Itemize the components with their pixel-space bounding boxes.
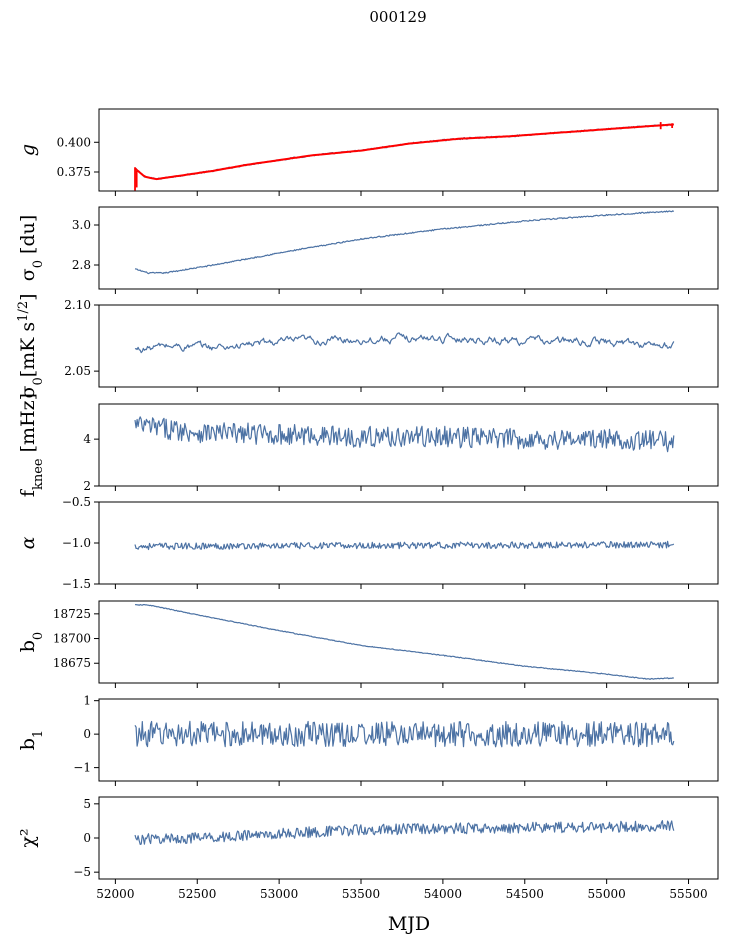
panel-6-ylabel: b1 xyxy=(17,730,46,750)
panel-5-ytick-label-0: 18675 xyxy=(53,656,91,670)
x-tick-label-4: 54000 xyxy=(424,887,462,901)
panel-6-frame xyxy=(98,698,719,782)
x-axis-label: MJD xyxy=(388,913,430,935)
panel-1-ytick-label-0: 2.8 xyxy=(72,258,91,272)
panel-0-ytick-label-0: 0.375 xyxy=(57,165,91,179)
panel-5-series-line xyxy=(134,603,674,681)
panel-1-frame xyxy=(98,206,719,290)
panel-4-series-line xyxy=(134,540,675,551)
panel-5-ylabel: b0 xyxy=(17,632,46,652)
panel-6: −1 0 1 b1 xyxy=(17,694,719,786)
panel-6-series-line xyxy=(134,720,675,748)
panel-0: 0.375 0.400 g xyxy=(17,108,719,196)
panels: 0.375 0.400 g 2.8 3.0 σ0 [du] 2.05 2.10 σ0[mK s1… xyxy=(16,108,719,901)
panel-4-ylabel: α xyxy=(17,536,39,549)
panel-5: 18675 18700 18725 b0 xyxy=(17,600,719,688)
panel-3-ylabel: fknee [mHz] xyxy=(17,393,46,497)
panel-4-ytick-label-2: −0.5 xyxy=(62,495,91,509)
panel-3-frame xyxy=(98,403,719,487)
figure-suptitle: 000129 xyxy=(369,8,426,26)
panel-2-series-line xyxy=(134,332,675,354)
panel-2: 2.05 2.10 σ0[mK s1/2] xyxy=(16,293,719,399)
panel-0-ytick-label-1: 0.400 xyxy=(57,135,91,149)
panel-4-frame xyxy=(98,501,719,585)
x-tick-label-3: 53500 xyxy=(342,887,380,901)
panel-0-ylabel: g xyxy=(17,144,39,156)
panel-5-ytick-label-1: 18700 xyxy=(53,632,91,646)
panel-2-ytick-label-1: 2.10 xyxy=(64,298,91,312)
panel-1-ytick-label-1: 3.0 xyxy=(72,218,91,232)
panel-3-series-line xyxy=(134,416,675,453)
panel-4-ytick-label-1: −1.0 xyxy=(62,536,91,550)
panel-7: −5 0 5 χ² xyxy=(17,796,719,884)
panel-7-ytick-label-1: 0 xyxy=(83,831,91,845)
x-tick-label-0: 52000 xyxy=(96,887,134,901)
panel-7-ytick-label-2: 5 xyxy=(83,797,91,811)
panel-5-frame xyxy=(98,600,719,684)
panel-4-ytick-label-0: −1.5 xyxy=(62,577,91,591)
panel-1: 2.8 3.0 σ0 [du] xyxy=(17,206,719,294)
x-tick-label-5: 54500 xyxy=(506,887,544,901)
x-tick-label-6: 55000 xyxy=(588,887,626,901)
panel-3: 2 4 fknee [mHz] xyxy=(17,393,719,497)
panel-6-ytick-label-2: 1 xyxy=(83,694,91,708)
panel-6-ytick-label-0: −1 xyxy=(73,761,91,775)
panel-3-ytick-label-1: 4 xyxy=(83,432,91,446)
x-tick-label-7: 55500 xyxy=(669,887,707,901)
panel-1-series-line xyxy=(134,210,675,275)
panel-0-frame xyxy=(98,108,719,192)
panel-5-ytick-label-2: 18725 xyxy=(53,607,91,621)
panel-2-frame xyxy=(98,304,719,388)
panel-2-ytick-label-0: 2.05 xyxy=(64,364,91,378)
panel-7-series-line xyxy=(134,819,675,846)
panel-2-ylabel: σ0[mK s1/2] xyxy=(16,293,46,398)
panel-0-fit-line xyxy=(134,123,674,181)
panel-4: −1.5 −1.0 −0.5 α xyxy=(17,495,719,591)
panel-7-ytick-label-0: −5 xyxy=(73,865,91,879)
x-tick-label-1: 52500 xyxy=(178,887,216,901)
panel-6-ytick-label-1: 0 xyxy=(83,727,91,741)
panel-3-ytick-label-0: 2 xyxy=(83,479,91,493)
panel-1-ylabel: σ0 [du] xyxy=(17,215,46,282)
panel-7-ylabel: χ² xyxy=(17,828,39,847)
x-tick-label-2: 53000 xyxy=(260,887,298,901)
